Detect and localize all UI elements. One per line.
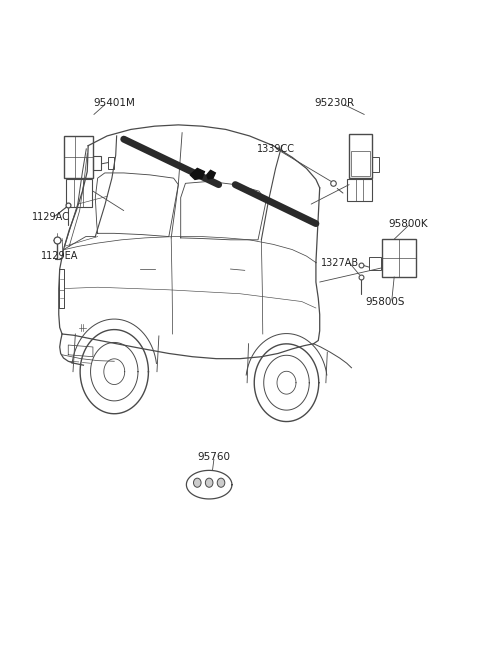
Text: 1339CC: 1339CC [257, 144, 295, 154]
Text: 1129EA: 1129EA [41, 251, 78, 261]
Text: 95800K: 95800K [389, 219, 428, 229]
Bar [347, 179, 372, 201]
Bar [369, 257, 382, 271]
Bar [372, 157, 379, 172]
Bar [66, 179, 92, 208]
Text: 95800S: 95800S [365, 297, 405, 307]
Text: 1327AB: 1327AB [321, 257, 359, 267]
Ellipse shape [193, 478, 201, 487]
Bar [64, 136, 93, 178]
Bar [93, 156, 101, 170]
Bar [383, 239, 416, 277]
Text: 95401M: 95401M [93, 98, 135, 109]
Text: 1129AC: 1129AC [32, 212, 70, 222]
Bar [349, 134, 372, 178]
Ellipse shape [205, 478, 213, 487]
Bar [108, 157, 114, 169]
Bar [351, 151, 370, 176]
Text: 95230R: 95230R [315, 98, 355, 109]
Polygon shape [190, 168, 204, 179]
Polygon shape [207, 170, 216, 179]
Ellipse shape [217, 478, 225, 487]
Text: 95760: 95760 [197, 453, 230, 462]
